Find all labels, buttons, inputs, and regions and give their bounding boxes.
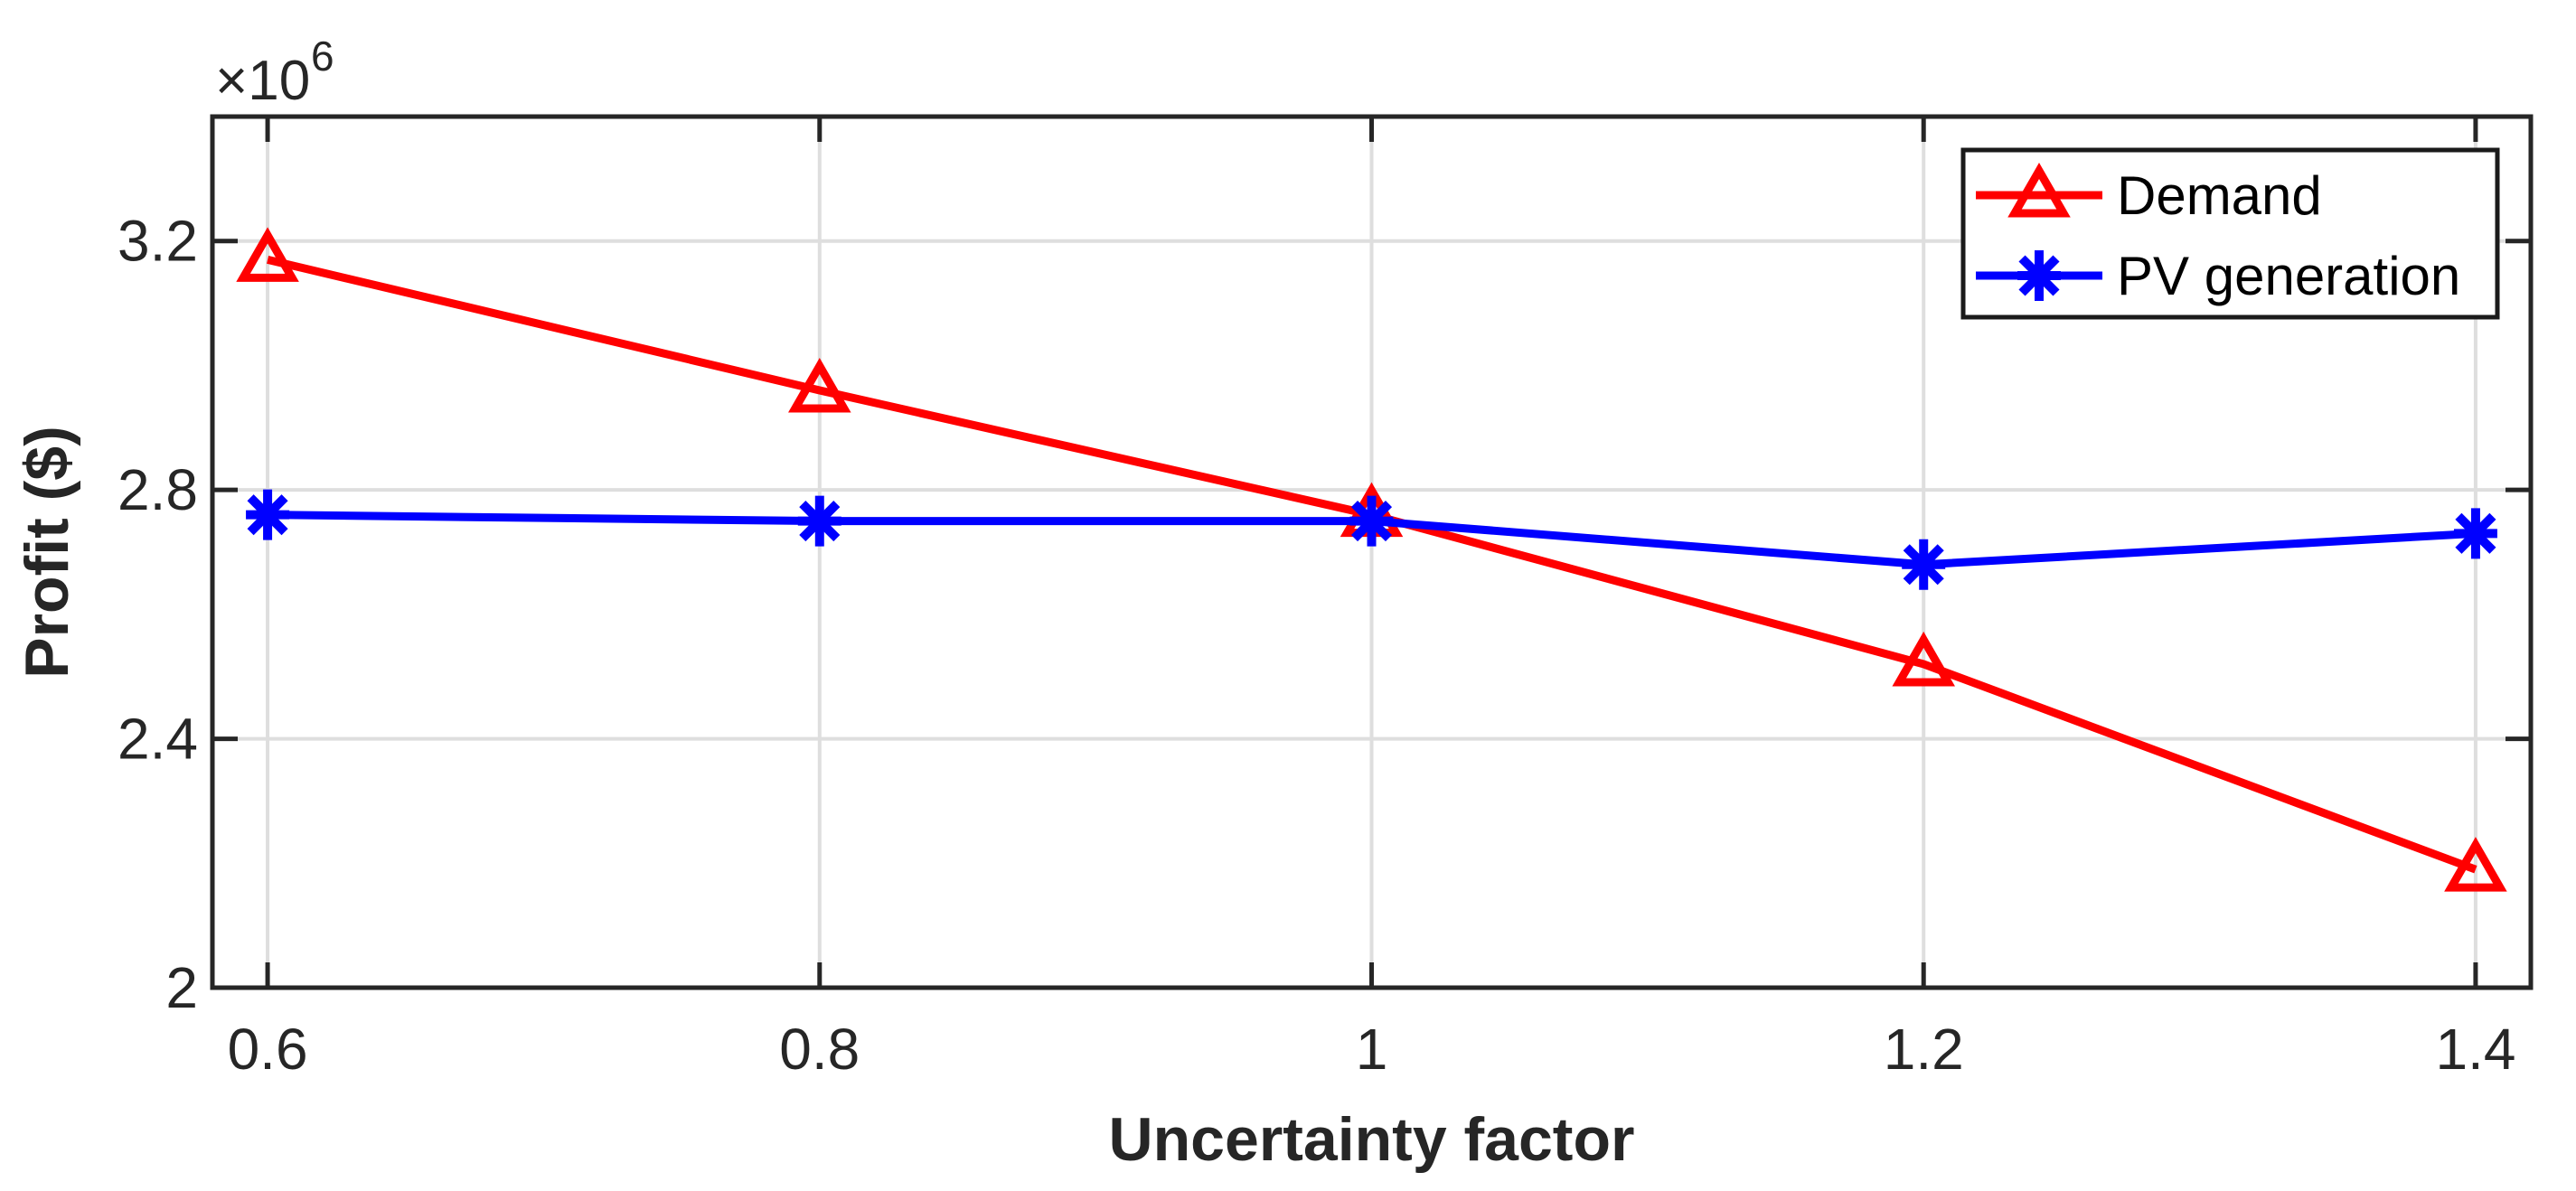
asterisk-arm (2018, 255, 2060, 296)
y-tick-label: 2.4 (118, 707, 198, 772)
y-tick-label: 2 (165, 955, 198, 1020)
series-pv-generation (246, 489, 2497, 590)
data-point-marker (2453, 508, 2497, 559)
data-point-marker (2444, 837, 2507, 892)
x-tick-label: 1 (1356, 1017, 1388, 1082)
data-point-marker (1892, 631, 1955, 687)
data-point-marker (788, 357, 851, 413)
legend-item-label: Demand (2117, 165, 2322, 226)
axis-ticks (212, 117, 2531, 990)
legend-item-demand: Demand (1976, 162, 2322, 226)
legend-asterisk-marker-icon (2017, 250, 2061, 301)
exponent-power-text: 6 (311, 33, 334, 80)
legend-item-pv-generation: PV generation (1976, 246, 2460, 306)
asterisk-arm (799, 501, 841, 542)
exponent-base-text: ×10 (215, 50, 310, 112)
x-tick-label: 0.8 (779, 1017, 860, 1082)
legend-item-label: PV generation (2117, 246, 2460, 306)
x-tick-label: 1.4 (2435, 1017, 2515, 1082)
asterisk-arm (1350, 501, 1393, 542)
y-axis-exponent: ×10 6 (215, 33, 334, 112)
x-tick-label: 0.6 (228, 1017, 308, 1082)
x-axis-label: Uncertainty factor (1109, 1105, 1635, 1174)
asterisk-arm (1903, 544, 1944, 586)
y-tick-label: 3.2 (118, 209, 198, 274)
data-point-marker (236, 227, 299, 282)
data-point-marker (1349, 495, 1394, 547)
data-point-marker (797, 495, 841, 547)
asterisk-arm (2455, 512, 2496, 554)
data-point-marker (1902, 539, 1946, 590)
legend-triangle-marker-icon (2007, 162, 2071, 218)
data-point-marker (246, 489, 290, 540)
grid-lines (212, 117, 2531, 988)
y-tick-label: 2.8 (118, 457, 198, 522)
y-axis-label: Profit ($) (13, 426, 81, 679)
asterisk-arm (247, 494, 288, 536)
x-tick-label: 1.2 (1884, 1017, 1964, 1082)
legend: Demand PV generation (1960, 147, 2500, 320)
